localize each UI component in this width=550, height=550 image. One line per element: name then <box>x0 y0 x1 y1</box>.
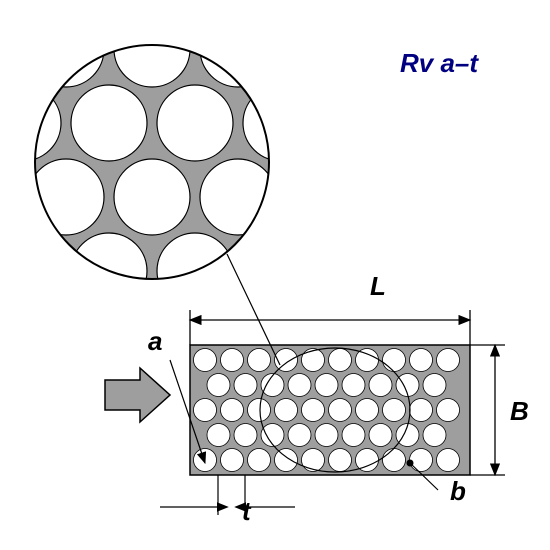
dimension-L <box>190 310 470 345</box>
label-a: a <box>148 326 162 357</box>
direction-arrow-icon <box>105 368 170 422</box>
label-t: t <box>242 496 251 527</box>
perforated-plate <box>190 345 470 475</box>
label-L: L <box>370 271 386 302</box>
label-b: b <box>450 476 466 507</box>
formula-title: Rv a–t <box>400 48 478 79</box>
diagram-canvas <box>0 0 550 550</box>
detail-view <box>0 11 319 309</box>
label-B: B <box>510 396 529 427</box>
dimension-t <box>160 475 295 515</box>
dimension-B <box>470 345 505 475</box>
